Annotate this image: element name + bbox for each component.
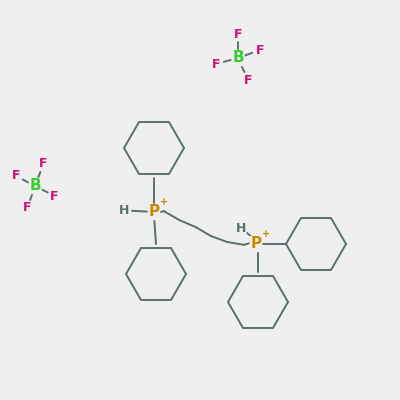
Text: F: F [244, 74, 252, 86]
Text: +: + [160, 197, 168, 207]
Text: F: F [234, 28, 242, 40]
Text: F: F [12, 170, 20, 182]
Text: F: F [50, 190, 59, 202]
Text: B: B [232, 50, 244, 66]
Text: P: P [148, 204, 160, 220]
Text: B: B [29, 178, 41, 194]
Text: F: F [23, 202, 32, 214]
Text: F: F [256, 44, 264, 56]
Text: +: + [262, 229, 270, 239]
Text: H: H [236, 222, 246, 234]
Text: P: P [250, 236, 262, 252]
Text: H: H [119, 204, 129, 216]
Text: F: F [39, 158, 48, 170]
Text: F: F [212, 58, 220, 70]
